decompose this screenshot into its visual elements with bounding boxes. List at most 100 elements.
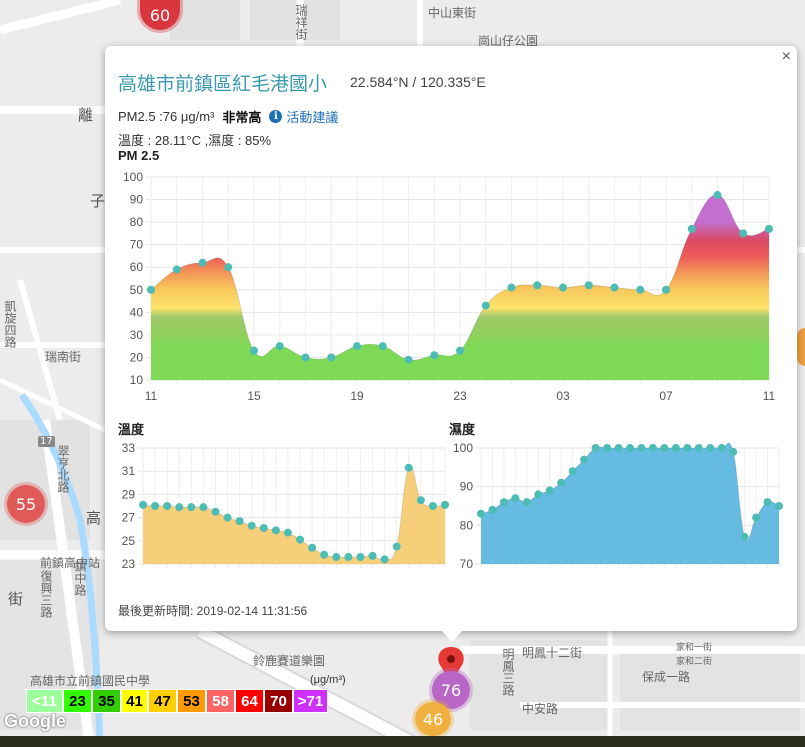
map-label: 瑞南街 xyxy=(45,350,82,364)
data-point xyxy=(580,455,589,464)
map-label: 子 xyxy=(90,192,106,210)
map-label: 街 xyxy=(8,590,24,608)
series-area xyxy=(481,443,779,564)
bottom-strip xyxy=(0,736,805,747)
map-label: 崗山仔公園 xyxy=(478,34,539,48)
map-label: 高雄市立前鎮國民中學 xyxy=(30,674,151,688)
y-tick-label: 25 xyxy=(122,534,136,548)
data-point xyxy=(557,478,566,487)
data-point xyxy=(545,486,554,495)
data-point xyxy=(380,555,389,564)
data-point xyxy=(671,444,680,452)
pm25-value: PM2.5 :76 μg/m³ xyxy=(118,109,215,124)
data-point xyxy=(404,463,413,472)
pm25-level: 非常高 xyxy=(222,110,262,125)
data-point xyxy=(320,550,329,559)
data-point xyxy=(648,444,657,452)
station-info-popup: × 高雄市前鎮區紅毛港國小 22.584°N / 120.335°E PM2.5… xyxy=(105,46,797,631)
station-cluster-edge[interactable] xyxy=(797,328,805,366)
y-tick-label: 80 xyxy=(460,518,474,532)
map-label: 離 xyxy=(78,106,94,124)
data-point xyxy=(187,503,196,512)
humidity-chart: 70 80 90 100 xyxy=(453,441,783,571)
data-point xyxy=(223,513,232,522)
data-point xyxy=(235,517,244,526)
route-shield: 17 xyxy=(38,436,55,447)
y-tick-label: 20 xyxy=(130,350,144,364)
y-tick-label: 29 xyxy=(122,487,136,501)
y-tick-label: 31 xyxy=(122,464,136,478)
map-label: 家和二街 xyxy=(676,657,713,667)
map-label: 瑞祥街 xyxy=(294,4,308,40)
data-point xyxy=(694,444,703,452)
data-point xyxy=(332,553,341,562)
y-tick-label: 100 xyxy=(453,441,473,455)
data-point xyxy=(636,285,645,294)
y-tick-label: 90 xyxy=(460,480,474,494)
data-point xyxy=(456,346,464,355)
data-point xyxy=(591,444,600,452)
map-label: 凱旋四路 xyxy=(3,300,17,348)
data-point xyxy=(428,502,437,510)
data-point xyxy=(706,444,715,452)
data-point xyxy=(522,498,531,507)
legend-item: 64 xyxy=(235,689,264,713)
data-point xyxy=(296,535,305,544)
data-point xyxy=(534,490,543,499)
y-tick-label: 27 xyxy=(122,511,136,525)
data-point xyxy=(353,342,361,351)
data-point xyxy=(211,507,220,516)
data-point xyxy=(247,521,256,530)
info-icon: i xyxy=(269,110,283,123)
legend-item: 70 xyxy=(264,689,293,713)
data-point xyxy=(199,503,208,512)
data-point xyxy=(283,528,292,537)
data-point xyxy=(416,496,425,505)
data-point xyxy=(775,502,783,510)
map-pin-icon[interactable] xyxy=(438,647,464,683)
data-point xyxy=(499,498,508,507)
map-label: 家和一街 xyxy=(676,643,713,653)
data-point xyxy=(175,503,184,512)
map-label: 鎮中路 xyxy=(73,560,87,596)
y-tick-label: 10 xyxy=(130,373,144,387)
x-tick-label: 07 xyxy=(659,389,673,403)
data-point xyxy=(301,353,310,362)
activity-advice-link[interactable]: i 活動建議 xyxy=(269,107,338,126)
map-label: 高 xyxy=(86,509,102,527)
y-tick-label: 33 xyxy=(122,441,136,455)
data-point xyxy=(198,258,207,267)
map-label: 明鳳十二街 xyxy=(522,646,583,660)
pm25-legend: <11 23 35 41 47 53 58 64 70 >71 xyxy=(26,689,328,713)
station-coordinates: 22.584°N / 120.335°E xyxy=(350,74,486,90)
pm25-reading: PM2.5 :76 μg/m³ 非常高 i 活動建議 xyxy=(118,107,338,126)
legend-item: 58 xyxy=(206,689,235,713)
y-tick-label: 30 xyxy=(130,328,144,342)
x-tick-label: 23 xyxy=(453,389,467,403)
station-cluster[interactable]: 46 xyxy=(415,702,451,736)
series-area xyxy=(151,195,769,380)
data-point xyxy=(533,281,542,290)
last-updated: 最後更新時間: 2019-02-14 11:31:56 xyxy=(118,604,308,618)
map-label: 復興三路 xyxy=(39,570,53,618)
data-point xyxy=(224,263,233,272)
y-tick-label: 50 xyxy=(130,283,144,297)
legend-item: 41 xyxy=(121,689,148,713)
station-cluster[interactable]: 55 xyxy=(7,485,45,523)
data-point xyxy=(683,444,692,452)
data-point xyxy=(507,283,516,292)
data-point xyxy=(368,551,377,560)
y-tick-label: 23 xyxy=(122,557,136,571)
close-icon[interactable]: × xyxy=(781,48,791,65)
data-point xyxy=(275,342,284,351)
data-point xyxy=(147,285,155,294)
series-area xyxy=(143,466,445,564)
data-point xyxy=(717,444,726,452)
station-title: 高雄市前鎮區紅毛港國小 xyxy=(118,74,328,95)
data-point xyxy=(271,526,280,535)
data-point xyxy=(430,351,439,360)
y-tick-label: 80 xyxy=(130,215,144,229)
data-point xyxy=(139,500,147,509)
legend-item: <11 xyxy=(26,689,63,713)
data-point xyxy=(441,500,449,509)
